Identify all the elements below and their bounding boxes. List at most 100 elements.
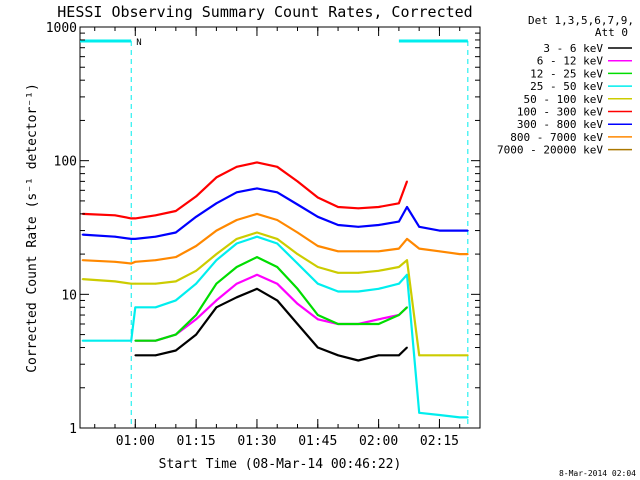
x-axis-label: Start Time (08-Mar-14 00:46:22) [159,457,402,472]
series-point [398,202,400,205]
series-point [174,333,177,336]
series-point [130,339,133,342]
series-point [357,207,360,210]
series-point [154,259,157,262]
series-point [256,231,258,234]
series-point [406,206,408,208]
series-point [174,231,177,234]
legend-header-line-1: Det 1,3,5,6,7,9, [528,14,634,27]
series-point [276,242,279,245]
series-line-3-0 [82,235,468,419]
series-point [195,314,198,316]
y-tick-label: 1 [69,422,77,437]
series-point [377,354,380,357]
legend-label: 7000 - 20000 keV [497,144,603,157]
series-point [154,282,157,285]
legend-label: 6 - 12 keV [537,55,604,68]
series-point [235,219,238,221]
series-point [276,191,279,194]
series-point [134,238,137,240]
series-point [458,416,461,419]
series-point [134,282,137,285]
series-point [130,238,133,240]
series-point [406,180,408,183]
series-point [377,206,380,208]
series-point [215,306,218,309]
series-point [316,245,319,247]
legend-label: 800 - 7000 keV [510,131,603,144]
series-point [114,260,116,263]
series-point [276,219,279,221]
series-point [377,287,380,290]
series-point [81,278,84,280]
series-point [377,318,380,321]
series-point [296,302,299,305]
chart-title: HESSI Observing Summary Count Rates, Cor… [57,3,472,21]
series-point [215,202,218,205]
series-point [406,238,408,240]
series-line-6-0 [82,187,468,240]
series-point [337,250,339,253]
series-point [276,266,279,268]
series-point [398,247,400,250]
series-point [406,273,408,276]
series-point [316,282,319,285]
series-point [276,299,279,302]
series-point [406,259,408,262]
series-point [154,354,157,357]
series-point [438,354,441,357]
series-point [256,273,258,276]
series-point [357,359,360,362]
series-point [195,318,198,321]
night-label: N [136,38,141,48]
series-point [81,259,84,262]
series-point [195,282,198,285]
series-point [114,214,116,217]
series-point [357,323,360,325]
series-point [215,253,218,256]
series-point [235,165,238,168]
series-point [195,215,198,218]
series-point [256,187,258,190]
series-point [174,299,177,302]
series-point [357,250,360,253]
series-point [256,287,258,290]
series-point [130,282,133,285]
series-point [296,323,299,325]
series-point [154,214,157,217]
series-point [134,354,137,357]
series-point [256,213,258,215]
series-point [195,195,198,198]
series-point [296,231,299,234]
series-point [296,262,299,265]
plot-area [79,26,481,429]
series-point [81,233,84,236]
series-point [235,242,238,245]
series-point [337,323,339,325]
series-point [114,280,116,283]
series-point [114,339,116,342]
series-point [134,260,137,263]
series-point [418,225,421,228]
legend-label: 50 - 100 keV [524,93,604,106]
series-line-7-0 [82,212,468,265]
series-point [296,180,299,183]
series-point [316,314,319,316]
series-layer [81,161,469,419]
series-point [316,346,319,349]
series-point [337,206,339,208]
series-point [134,217,137,220]
series-point [256,256,258,258]
series-point [357,290,360,293]
series-point [377,323,380,325]
legend-label: 300 - 800 keV [517,118,603,131]
series-point [316,215,319,218]
series-point [438,229,441,232]
series-point [337,290,339,293]
series-point [130,262,133,265]
series-point [316,318,319,321]
x-tick-label: 01:45 [298,434,337,449]
series-point [134,306,137,309]
axes-layer: 01:00 01:15 01:30 01:45 02:00 02:15 1 10 100 1000 [46,21,481,449]
